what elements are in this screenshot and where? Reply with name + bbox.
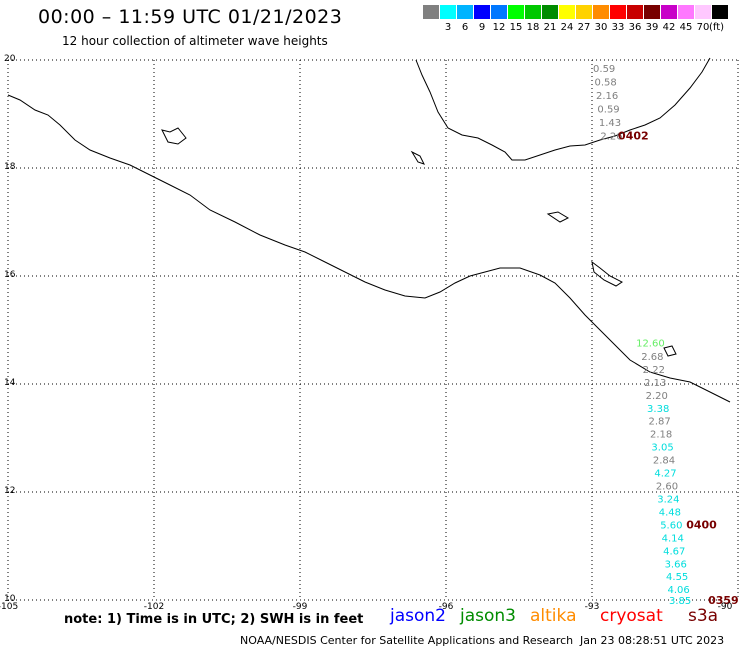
pass-time-label: 0402 bbox=[618, 130, 649, 143]
scale-label: 36 bbox=[628, 22, 642, 33]
swh-value: 2.26 bbox=[600, 132, 622, 143]
longitude-label: -90 bbox=[717, 602, 733, 612]
longitude-label: -105 bbox=[0, 602, 19, 612]
page-title: 00:00 – 11:59 UTC 01/21/2023 bbox=[38, 6, 343, 28]
swh-value: 2.60 bbox=[656, 482, 678, 493]
island-outline bbox=[663, 345, 677, 357]
scale-swatch bbox=[457, 5, 473, 19]
scale-swatch bbox=[661, 5, 677, 19]
swh-value: 4.55 bbox=[666, 572, 688, 583]
footnote: note: 1) Time is in UTC; 2) SWH is in fe… bbox=[64, 612, 364, 627]
swh-value: 0.59 bbox=[597, 105, 619, 116]
longitude-label: -96 bbox=[438, 602, 454, 612]
swh-value: 3.05 bbox=[651, 443, 673, 454]
scale-swatch bbox=[508, 5, 524, 19]
swh-value: 3.66 bbox=[665, 559, 687, 570]
satellite-legend-cryosat: cryosat bbox=[600, 606, 663, 626]
scale-swatch bbox=[440, 5, 456, 19]
latitude-label: 10 bbox=[4, 594, 16, 604]
swh-value: 12.60 bbox=[636, 338, 665, 349]
swh-value: 1.43 bbox=[599, 118, 621, 129]
scale-label: 6 bbox=[461, 22, 469, 33]
swh-value: 0.58 bbox=[594, 78, 616, 89]
scale-swatch bbox=[559, 5, 575, 19]
swh-value: 4.48 bbox=[659, 507, 681, 518]
swh-value: 2.84 bbox=[653, 456, 675, 467]
scale-label: 18 bbox=[526, 22, 540, 33]
scale-label: 70 bbox=[696, 22, 710, 33]
scale-swatch bbox=[678, 5, 694, 19]
latitude-label: 16 bbox=[4, 270, 16, 280]
swh-value: 2.20 bbox=[646, 391, 668, 402]
scale-swatch bbox=[593, 5, 609, 19]
scale-swatch bbox=[423, 5, 439, 19]
latitude-label: 18 bbox=[4, 162, 16, 172]
pass-time-label: 0359 bbox=[708, 594, 739, 607]
scale-label: 12 bbox=[492, 22, 506, 33]
scale-swatch bbox=[712, 5, 728, 19]
pass-time-label: 0400 bbox=[686, 518, 717, 531]
scale-swatch bbox=[644, 5, 660, 19]
satellite-legend-jason3: jason3 bbox=[460, 606, 516, 626]
swh-value: 2.13 bbox=[644, 378, 666, 389]
island-outline bbox=[410, 150, 425, 165]
scale-swatch bbox=[695, 5, 711, 19]
swh-value: 3.85 bbox=[669, 596, 691, 607]
scale-label: 3 bbox=[444, 22, 452, 33]
swh-value: 5.60 bbox=[660, 520, 682, 531]
swh-value: 4.27 bbox=[654, 469, 676, 480]
scale-label: 24 bbox=[560, 22, 574, 33]
coastline-pacific bbox=[7, 94, 731, 403]
swh-value: 2.68 bbox=[641, 352, 663, 363]
latitude-label: 20 bbox=[4, 54, 16, 64]
scale-swatch bbox=[610, 5, 626, 19]
latitude-label: 12 bbox=[4, 486, 16, 496]
swh-value: 4.67 bbox=[663, 546, 685, 557]
latitude-label: 14 bbox=[4, 378, 16, 388]
scale-label: 33 bbox=[611, 22, 625, 33]
scale-label: 21 bbox=[543, 22, 557, 33]
timestamp-text: Jan 23 08:28:51 UTC 2023 bbox=[580, 634, 725, 647]
longitude-label: -99 bbox=[292, 602, 308, 612]
scale-swatch bbox=[474, 5, 490, 19]
scale-label: 39 bbox=[645, 22, 659, 33]
swh-value: 2.16 bbox=[596, 91, 618, 102]
scale-label: 27 bbox=[577, 22, 591, 33]
scale-swatch bbox=[491, 5, 507, 19]
coastline-gulf bbox=[415, 57, 711, 161]
satellite-legend-jason2: jason2 bbox=[390, 606, 446, 626]
scale-swatch bbox=[525, 5, 541, 19]
scale-label: 15 bbox=[509, 22, 523, 33]
scale-swatch bbox=[627, 5, 643, 19]
observation-labels: 0.59 0.58 2.16 0.59 1.43 2.26 12.60 2.68 2.22 2.1… bbox=[593, 64, 739, 607]
satellite-legend-altika: altika bbox=[530, 606, 577, 626]
island-outline bbox=[546, 211, 570, 223]
scale-label: 9 bbox=[478, 22, 486, 33]
scale-swatch bbox=[542, 5, 558, 19]
longitude-label: -93 bbox=[584, 602, 600, 612]
longitude-label: -102 bbox=[143, 602, 165, 612]
credit-text: NOAA/NESDIS Center for Satellite Applica… bbox=[240, 634, 574, 647]
scale-label: 42 bbox=[662, 22, 676, 33]
swh-value: 3.24 bbox=[657, 494, 679, 505]
island-outline bbox=[161, 127, 187, 145]
scale-unit: (ft) bbox=[709, 22, 725, 33]
scale-label: 30 bbox=[594, 22, 608, 33]
swh-value: 4.14 bbox=[662, 533, 684, 544]
island-outline bbox=[591, 260, 623, 287]
page-subtitle: 12 hour collection of altimeter wave hei… bbox=[62, 34, 328, 48]
scale-label: 45 bbox=[679, 22, 693, 33]
swh-value: 0.59 bbox=[593, 64, 615, 75]
gridlines bbox=[7, 59, 739, 601]
swh-value: 2.87 bbox=[649, 417, 671, 428]
satellite-legend-s3a: s3a bbox=[688, 606, 719, 626]
scale-swatch bbox=[576, 5, 592, 19]
swh-value: 2.22 bbox=[643, 365, 665, 376]
swh-value: 2.18 bbox=[650, 430, 672, 441]
swh-value: 4.06 bbox=[667, 585, 689, 596]
swh-value: 3.38 bbox=[647, 404, 669, 415]
